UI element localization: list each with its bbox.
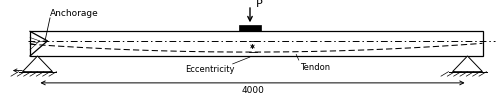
Text: Anchorage: Anchorage bbox=[50, 9, 99, 18]
Bar bbox=[30, 31, 482, 56]
Text: Tendon: Tendon bbox=[300, 63, 330, 72]
Text: 4000: 4000 bbox=[241, 86, 264, 95]
Polygon shape bbox=[22, 56, 52, 72]
Bar bbox=[239, 25, 261, 31]
Text: P: P bbox=[256, 0, 263, 9]
Text: Eccentricity: Eccentricity bbox=[185, 65, 235, 74]
Polygon shape bbox=[452, 56, 482, 72]
